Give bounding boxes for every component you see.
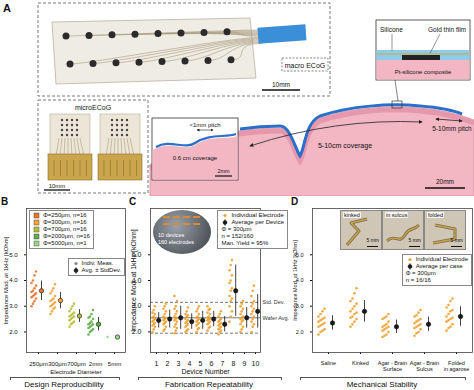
svg-text:<1mm pitch: <1mm pitch bbox=[189, 122, 220, 128]
svg-text:3.0: 3.0 bbox=[295, 303, 304, 309]
svg-text:Wafer Avg.: Wafer Avg. bbox=[263, 315, 290, 321]
html-text:C: C bbox=[129, 196, 137, 207]
html-text:Fabrication Repeatability: Fabrication Repeatability bbox=[165, 380, 253, 389]
svg-text:Electrode Diameter: Electrode Diameter bbox=[50, 369, 101, 375]
svg-text:microECoG: microECoG bbox=[75, 104, 111, 111]
svg-text:10mm: 10mm bbox=[272, 81, 290, 88]
html-text:Indiv. Meas.: Indiv. Meas. bbox=[81, 260, 114, 266]
svg-text:Impedance Mod. at 1kHz [kOhm]: Impedance Mod. at 1kHz [kOhm] bbox=[130, 229, 138, 331]
svg-text:0.6 cm coverage: 0.6 cm coverage bbox=[173, 155, 218, 161]
svg-text:macro ECoG: macro ECoG bbox=[285, 62, 325, 69]
html-text:5 mm: 5 mm bbox=[366, 237, 379, 243]
svg-text:20mm: 20mm bbox=[436, 178, 454, 185]
svg-text:Kinked: Kinked bbox=[352, 360, 369, 366]
svg-text:Foldedin agarose: Foldedin agarose bbox=[444, 360, 470, 372]
svg-text:3.0: 3.0 bbox=[9, 303, 18, 309]
svg-text:5-10cm coverage: 5-10cm coverage bbox=[318, 142, 372, 150]
svg-text:5.0: 5.0 bbox=[9, 252, 18, 258]
html-text:n = 16/16: n = 16/16 bbox=[405, 277, 431, 283]
svg-text:300μm: 300μm bbox=[48, 361, 66, 367]
svg-text:700μm: 700μm bbox=[67, 361, 85, 367]
html-text:Φ=5000μm, n=1: Φ=5000μm, n=1 bbox=[43, 240, 87, 246]
html-text:B: B bbox=[1, 196, 9, 207]
svg-text:4.0: 4.0 bbox=[9, 277, 18, 283]
svg-text:10mm: 10mm bbox=[49, 183, 66, 189]
svg-text:2.0: 2.0 bbox=[9, 329, 18, 335]
html-text:Φ = 300μm: Φ = 300μm bbox=[221, 226, 252, 232]
svg-text:2mm: 2mm bbox=[217, 168, 230, 174]
svg-text:Silicone: Silicone bbox=[380, 26, 403, 33]
html-text:Average per case: Average per case bbox=[415, 263, 463, 269]
svg-text:4: 4 bbox=[188, 360, 192, 367]
html-text:Φ = 300μm: Φ = 300μm bbox=[405, 270, 436, 276]
html-text:Φ=2000μm, n=16: Φ=2000μm, n=16 bbox=[43, 233, 90, 239]
html-text:Design Reproducibility: Design Reproducibility bbox=[24, 380, 104, 389]
html-text:Φ=250μm, n=16: Φ=250μm, n=16 bbox=[43, 212, 87, 218]
svg-text:8: 8 bbox=[232, 360, 236, 367]
html-text:Average per Device: Average per Device bbox=[231, 219, 284, 225]
html-text:folded: folded bbox=[428, 212, 443, 218]
html-text:Individual Electrode: Individual Electrode bbox=[415, 256, 468, 262]
svg-text:5.0: 5.0 bbox=[295, 251, 304, 258]
html-text:Φ=300μm, n=16: Φ=300μm, n=16 bbox=[43, 219, 87, 225]
html-text:10 devices: 10 devices bbox=[158, 232, 185, 238]
svg-text:Pt-silicone composite: Pt-silicone composite bbox=[395, 69, 452, 75]
svg-text:3: 3 bbox=[177, 360, 181, 367]
svg-text:Std. Dev.: Std. Dev. bbox=[263, 299, 286, 305]
svg-text:5-10mm pitch: 5-10mm pitch bbox=[432, 125, 472, 133]
html-text:5 mm: 5 mm bbox=[450, 237, 463, 243]
svg-text:Impedance Mod. at 1kHz [kOhm]: Impedance Mod. at 1kHz [kOhm] bbox=[3, 236, 9, 324]
html-text:Mechanical Stability: Mechanical Stability bbox=[346, 380, 418, 389]
html-text:Individual Electrode: Individual Electrode bbox=[231, 212, 284, 218]
svg-text:9: 9 bbox=[243, 360, 247, 367]
svg-text:Agar - BrainSurface: Agar - BrainSurface bbox=[378, 360, 407, 372]
svg-text:5mm: 5mm bbox=[108, 361, 121, 367]
svg-text:Agar - BrainSulcus: Agar - BrainSulcus bbox=[410, 360, 439, 372]
html-text:Avg. ± StdDev.: Avg. ± StdDev. bbox=[81, 267, 121, 273]
svg-text:2mm: 2mm bbox=[89, 361, 102, 367]
svg-text:250μm: 250μm bbox=[29, 361, 47, 367]
svg-text:5: 5 bbox=[199, 360, 203, 367]
html-text:Φ=700μm, n=16: Φ=700μm, n=16 bbox=[43, 226, 87, 232]
html-text:Man. Yield = 95%: Man. Yield = 95% bbox=[221, 240, 269, 246]
svg-text:2: 2 bbox=[166, 360, 170, 367]
svg-text:Device Number: Device Number bbox=[181, 368, 230, 375]
svg-text:7: 7 bbox=[221, 360, 225, 367]
svg-text:6: 6 bbox=[210, 360, 214, 367]
html-text:D: D bbox=[291, 196, 299, 207]
html-text:160 electrodes: 160 electrodes bbox=[158, 238, 195, 245]
html-text:kinked: kinked bbox=[344, 212, 360, 218]
svg-text:Impedance Mod. at 1kHz [kOhm]: Impedance Mod. at 1kHz [kOhm] bbox=[292, 240, 298, 321]
svg-text:2.0: 2.0 bbox=[296, 329, 304, 335]
svg-text:A: A bbox=[3, 2, 11, 14]
html-text:5 mm: 5 mm bbox=[408, 237, 421, 243]
svg-text:4.0: 4.0 bbox=[295, 277, 304, 284]
html-text:n = 152/160: n = 152/160 bbox=[221, 233, 254, 239]
svg-text:1: 1 bbox=[155, 360, 159, 367]
svg-text:Gold thin film: Gold thin film bbox=[428, 26, 466, 33]
html-text:in sulcus: in sulcus bbox=[386, 212, 408, 218]
svg-text:10: 10 bbox=[252, 360, 260, 367]
svg-text:Saline: Saline bbox=[321, 360, 336, 366]
